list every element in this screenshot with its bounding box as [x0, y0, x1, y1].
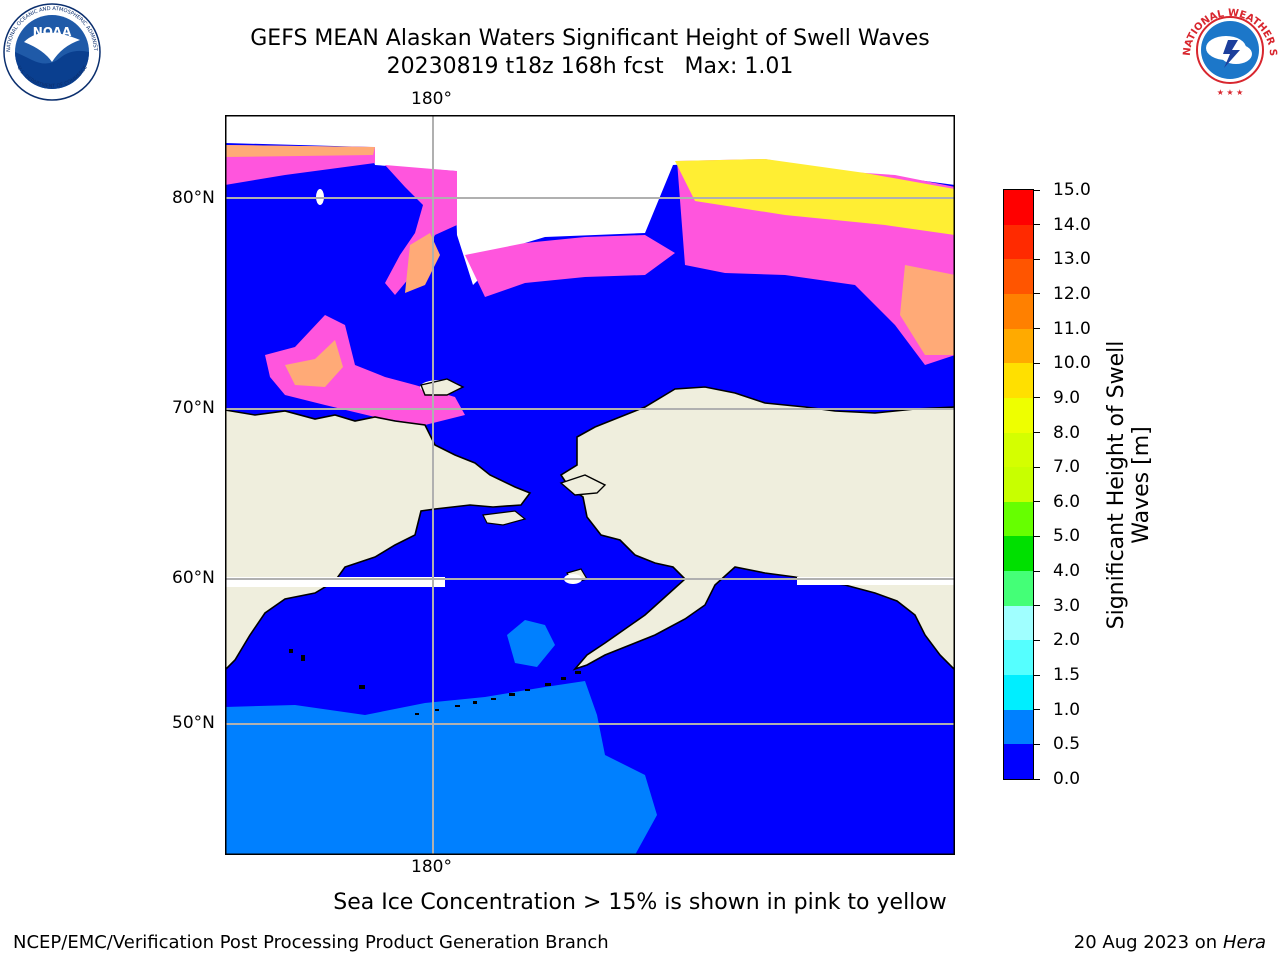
aleutian-islands [289, 649, 581, 715]
colorbar-bin-4.0-5.0 [1004, 536, 1033, 572]
colorbar-tick-mark [1034, 362, 1040, 364]
colorbar-tick-mark [1034, 293, 1040, 295]
colorbar-tick-mark [1034, 605, 1040, 607]
colorbar-tick-mark [1034, 397, 1040, 399]
svg-text:★ ★ ★: ★ ★ ★ [1217, 88, 1244, 97]
sea-ice-edge [900, 265, 954, 355]
swell-band-0-5-1-0 [225, 681, 657, 854]
svg-text:NOAA: NOAA [33, 25, 72, 39]
colorbar-tick-label: 0.5 [1053, 734, 1081, 755]
meridian-label-bottom: 180° [411, 857, 452, 877]
colorbar-tick-mark [1034, 328, 1040, 330]
colorbar-tick-mark [1034, 189, 1040, 191]
land-alaska [559, 386, 954, 671]
sea-ice-edge [285, 340, 343, 387]
colorbar-bin-9.0-10.0 [1004, 363, 1033, 399]
colorbar-tick-label: 1.5 [1053, 665, 1081, 686]
colorbar-bin-0.0-0.5 [1004, 744, 1033, 779]
sea-ice-footnote: Sea Ice Concentration > 15% is shown in … [333, 890, 947, 915]
st-lawrence-island [482, 510, 527, 526]
wrangel-island [420, 378, 465, 396]
colorbar-tick-mark [1034, 224, 1040, 226]
swell-patch [507, 620, 555, 667]
sea-ice-edge [675, 159, 954, 235]
colorbar-tick-label: 4.0 [1053, 561, 1081, 582]
colorbar-tick-mark [1034, 501, 1040, 503]
colorbar-tick-label: 11.0 [1053, 318, 1091, 339]
figure-title: GEFS MEAN Alaskan Waters Significant Hei… [250, 26, 930, 51]
nws-logo: NATIONAL WEATHER SERVICE ★ ★ ★ [1180, 0, 1278, 98]
colorbar [1003, 189, 1034, 780]
colorbar-tick-mark [1034, 432, 1040, 434]
colorbar-tick-label: 10.0 [1053, 353, 1091, 374]
colorbar-tick-mark [1034, 535, 1040, 537]
colorbar-bin-7.0-8.0 [1004, 432, 1033, 468]
parallel-label-70n: 70°N [172, 398, 215, 418]
credit-text: NCEP/EMC/Verification Post Processing Pr… [13, 932, 609, 953]
meridian-label-top: 180° [411, 89, 452, 109]
colorbar-bin-12.0-13.0 [1004, 259, 1033, 295]
colorbar-title: Significant Height of Swell Waves [m] [1104, 341, 1154, 630]
colorbar-tick-mark [1034, 639, 1040, 641]
noaa-logo: NOAA NATIONAL OCEANIC AND ATMOSPHERIC AD… [2, 2, 101, 101]
colorbar-tick-mark [1034, 258, 1040, 260]
colorbar-tick-label: 15.0 [1053, 180, 1091, 200]
colorbar-tick-mark [1034, 674, 1040, 676]
colorbar-tick-mark [1034, 743, 1040, 745]
colorbar-title-line2: Waves [m] [1129, 426, 1154, 544]
colorbar-tick-label: 14.0 [1053, 214, 1091, 235]
parallel-label-80n: 80°N [172, 188, 215, 208]
datestamp-host: Hera [1222, 932, 1266, 953]
map-panel [225, 115, 955, 855]
colorbar-bin-11.0-12.0 [1004, 293, 1033, 330]
colorbar-tick-label: 7.0 [1053, 457, 1081, 478]
colorbar-tick-label: 1.0 [1053, 699, 1081, 720]
colorbar-bin-1.5-2.0 [1004, 640, 1033, 676]
parallel-label-50n: 50°N [172, 713, 215, 733]
graticule [225, 115, 954, 854]
colorbar-tick-label: 2.0 [1053, 630, 1081, 651]
colorbar-tick-mark [1034, 778, 1040, 780]
colorbar-bin-0.5-1.0 [1004, 709, 1033, 745]
parallel-label-60n: 60°N [172, 568, 215, 588]
colorbar-tick-label: 6.0 [1053, 491, 1081, 512]
colorbar-title-line1: Significant Height of Swell [1104, 340, 1129, 630]
datestamp: 20 Aug 2023 on Hera [1074, 932, 1266, 953]
colorbar-bin-1.0-1.5 [1004, 675, 1033, 711]
land-peninsula [559, 474, 607, 496]
sea-ice-edge [405, 233, 440, 293]
colorbar-tick-label: 3.0 [1053, 595, 1081, 616]
colorbar-bin-10.0-11.0 [1004, 328, 1033, 364]
colorbar-tick-label: 0.0 [1053, 769, 1081, 789]
map-frame [225, 115, 955, 855]
colorbar-tick-mark [1034, 709, 1040, 711]
colorbar-tick-label: 5.0 [1053, 526, 1081, 547]
sea-ice-pack [225, 115, 954, 285]
colorbar-bin-14.0-15.0 [1004, 190, 1033, 226]
figure-subtitle: 20230819 t18z 168h fcst Max: 1.01 [386, 54, 794, 79]
data-gap [225, 577, 445, 587]
colorbar-tick-label: 9.0 [1053, 387, 1081, 408]
colorbar-tick-label: 12.0 [1053, 283, 1091, 304]
colorbar-bin-13.0-14.0 [1004, 224, 1033, 260]
colorbar-bin-3.0-4.0 [1004, 571, 1033, 607]
colorbar-tick-mark [1034, 466, 1040, 468]
land-russia [225, 409, 532, 672]
colorbar-tick-mark [1034, 570, 1040, 572]
colorbar-bin-2.0-3.0 [1004, 605, 1033, 641]
colorbar-bin-8.0-9.0 [1004, 397, 1033, 434]
colorbar-bin-5.0-6.0 [1004, 501, 1033, 538]
data-gap [797, 577, 954, 585]
colorbar-tick-label: 13.0 [1053, 249, 1091, 270]
sea-ice-edge [465, 235, 675, 297]
colorbar-bin-6.0-7.0 [1004, 467, 1033, 503]
sea-ice-edge [225, 145, 375, 157]
datestamp-date: 20 Aug 2023 on [1073, 932, 1218, 953]
sea-ice-edge [265, 315, 465, 425]
colorbar-tick-label: 8.0 [1053, 422, 1081, 443]
